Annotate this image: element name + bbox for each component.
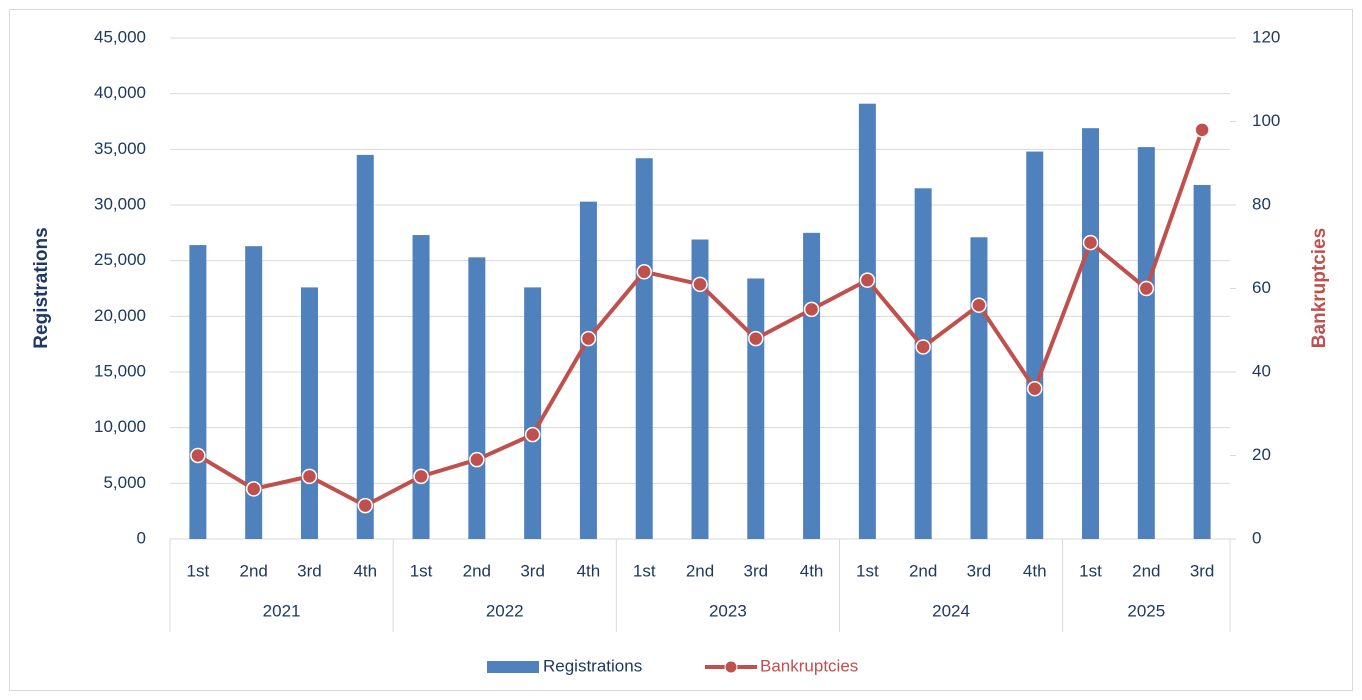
x-group-label: 2025 (1127, 601, 1165, 620)
x-tick-label: 4th (353, 561, 377, 580)
line-marker (469, 451, 485, 468)
x-tick-label: 2nd (1132, 561, 1160, 580)
line-marker (524, 426, 541, 443)
bar (970, 237, 988, 539)
bar (1193, 184, 1211, 539)
y2-tick-label: 60 (1252, 278, 1271, 297)
line-marker (748, 330, 764, 347)
x-tick-label: 1st (410, 561, 433, 580)
line-marker (1194, 122, 1210, 138)
x-group-label: 2022 (486, 601, 524, 620)
y-tick-label: 20,000 (94, 306, 146, 325)
y-tick-label: 40,000 (94, 83, 146, 102)
x-tick-label: 1st (1079, 561, 1102, 580)
line-marker (971, 297, 987, 313)
y-tick-label: 15,000 (94, 361, 146, 380)
line-marker (692, 276, 708, 293)
y2-tick-label: 80 (1252, 194, 1271, 213)
x-tick-label: 1st (633, 561, 656, 580)
bar (356, 154, 374, 539)
bar (245, 246, 263, 539)
chart-border (9, 9, 1353, 691)
bar (300, 287, 318, 539)
line-marker (1026, 380, 1043, 397)
y-tick-label: 25,000 (94, 250, 146, 269)
y-tick-label: 10,000 (94, 417, 146, 436)
bar (1137, 147, 1155, 539)
y-tick-label: 30,000 (94, 194, 146, 213)
y2-tick-label: 0 (1252, 528, 1261, 547)
line-marker (413, 468, 429, 485)
line-marker (580, 330, 597, 347)
line-marker (357, 497, 374, 514)
bar (524, 287, 542, 539)
x-tick-label: 3rd (1190, 561, 1215, 580)
x-group-label: 2023 (709, 601, 747, 620)
line-marker (1082, 234, 1099, 251)
bar (412, 235, 430, 539)
x-tick-label: 3rd (520, 561, 545, 580)
line-marker (636, 264, 652, 280)
x-group-label: 2021 (263, 601, 301, 620)
x-tick-label: 4th (577, 561, 601, 580)
y-tick-label: 35,000 (94, 139, 146, 158)
y2-tick-label: 20 (1252, 445, 1271, 464)
bar (1082, 128, 1100, 539)
bar (803, 232, 821, 540)
y2-tick-label: 120 (1252, 27, 1280, 46)
legend-swatch (724, 660, 738, 674)
bar (747, 278, 765, 539)
x-tick-label: 4th (800, 561, 824, 580)
bar (579, 201, 597, 539)
x-tick-label: 3rd (967, 561, 992, 580)
x-tick-label: 2nd (909, 561, 937, 580)
line-marker (803, 301, 820, 318)
bar (468, 257, 486, 539)
bar (189, 245, 207, 539)
legend-swatch (487, 661, 539, 673)
y2-axis-title: Bankruptcies (1309, 228, 1330, 348)
bar (914, 188, 932, 540)
y-tick-label: 0 (137, 528, 146, 547)
y-axis-title: Registrations (31, 227, 52, 348)
line-marker (245, 481, 262, 497)
y2-tick-label: 100 (1252, 111, 1280, 130)
bar (858, 103, 876, 539)
bar (691, 239, 709, 539)
x-group-label: 2024 (932, 601, 970, 620)
legend-label: Bankruptcies (760, 656, 858, 675)
y-tick-label: 5,000 (103, 473, 146, 492)
x-tick-label: 1st (856, 561, 879, 580)
x-tick-label: 2nd (686, 561, 714, 580)
y2-tick-label: 40 (1252, 361, 1271, 380)
bar (635, 158, 653, 540)
x-tick-label: 1st (187, 561, 210, 580)
line-marker (190, 447, 206, 464)
x-tick-label: 4th (1023, 561, 1047, 580)
x-tick-label: 3rd (297, 561, 322, 580)
line-marker (1138, 280, 1155, 297)
x-tick-label: 2nd (239, 561, 267, 580)
legend-label: Registrations (543, 656, 642, 675)
line-marker (859, 272, 876, 288)
bar (1026, 151, 1044, 539)
line-marker (915, 339, 931, 355)
x-tick-label: 3rd (744, 561, 769, 580)
x-tick-label: 2nd (463, 561, 491, 580)
line-marker (301, 468, 318, 485)
y-tick-label: 45,000 (94, 27, 146, 46)
